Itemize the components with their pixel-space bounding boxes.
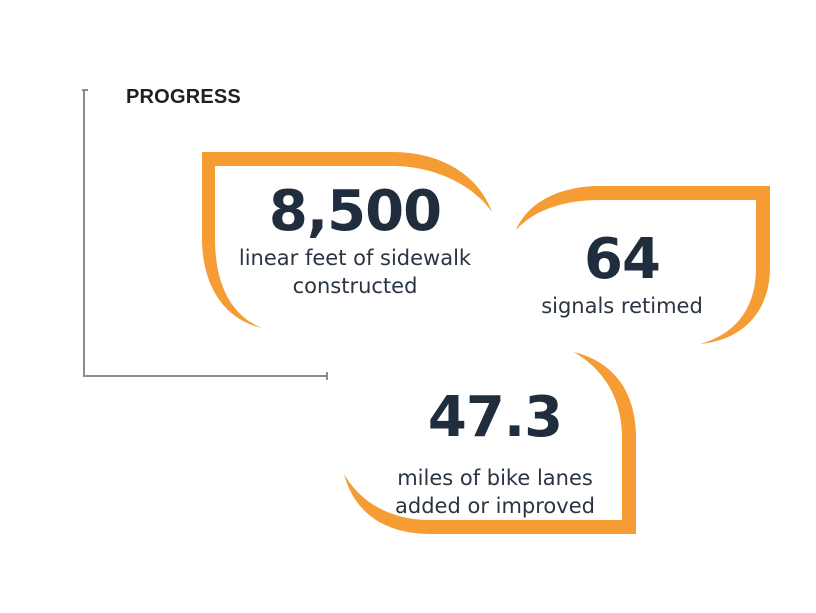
stat-bike: 47.3 miles of bike lanes added or improv…	[364, 390, 626, 520]
stat-signals-value: 64	[584, 227, 661, 292]
stat-bike-value: 47.3	[427, 385, 563, 450]
stat-sidewalk-desc-line1: linear feet of sidewalk	[238, 246, 472, 270]
stat-sidewalk: 8,500 linear feet of sidewalk constructe…	[222, 184, 488, 300]
petal-signals	[516, 186, 770, 344]
stat-signals-desc-line1: signals retimed	[541, 294, 703, 318]
page-title: PROGRESS	[126, 86, 241, 108]
stat-sidewalk-desc-line2: constructed	[292, 274, 418, 298]
petal-bike	[344, 352, 636, 534]
petal-sidewalk	[202, 152, 492, 328]
stat-bike-desc-line2: added or improved	[395, 494, 595, 518]
stat-signals: 64 signals retimed	[532, 232, 712, 320]
stat-sidewalk-value: 8,500	[268, 179, 442, 244]
stat-bike-desc-line1: miles of bike lanes	[397, 466, 593, 490]
